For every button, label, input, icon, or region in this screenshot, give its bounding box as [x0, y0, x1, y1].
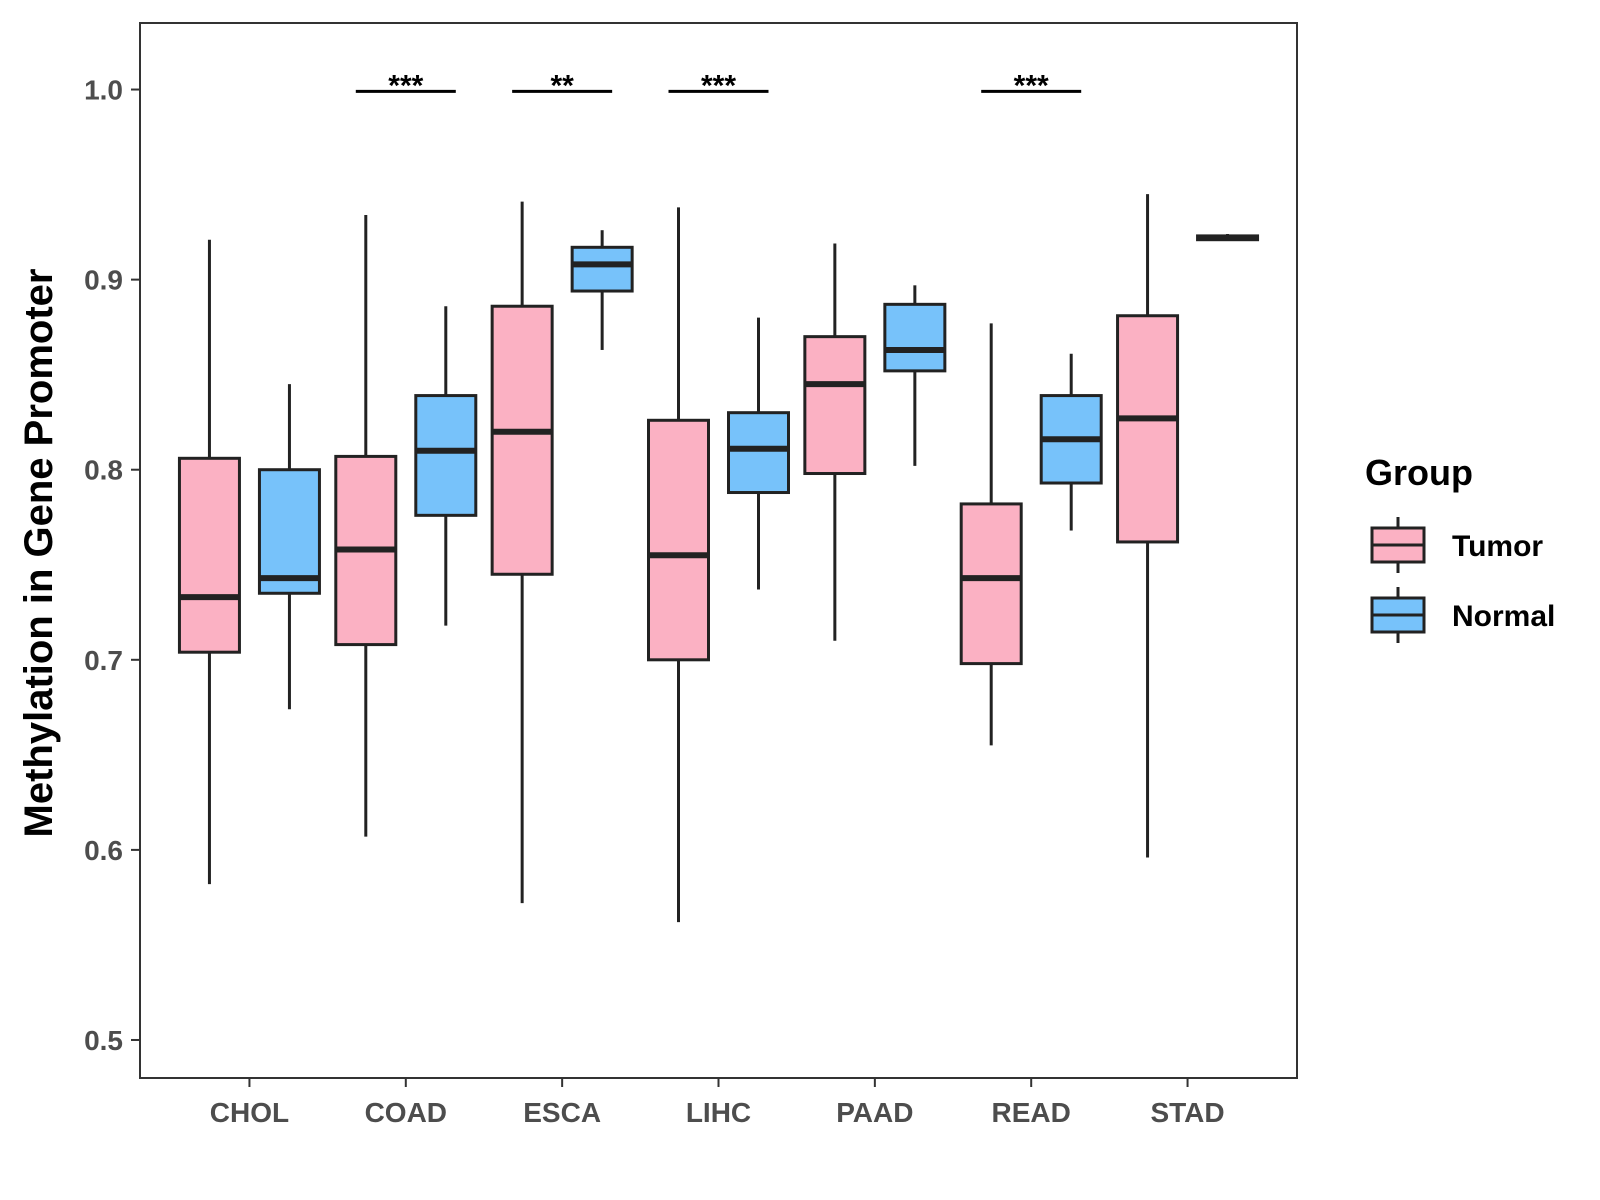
significance-annotations: *** ** *** *** — [355, 69, 1082, 102]
legend-entry-tumor: Tumor — [1370, 517, 1543, 573]
box-iqr — [490, 304, 554, 576]
box-normal-coad — [414, 306, 478, 626]
box-tumor-coad — [334, 214, 398, 837]
x-tick-label-read: READ — [992, 1097, 1071, 1128]
y-axis: 0.5 0.6 0.7 0.8 0.9 1.0 — [84, 75, 140, 1056]
significance-label: ** — [550, 69, 574, 102]
box-iqr — [1116, 314, 1180, 544]
x-axis: CHOL COAD ESCA LIHC PAAD READ STAD — [210, 1078, 1225, 1128]
significance-label: *** — [388, 69, 423, 102]
box-tumor-paad — [803, 243, 867, 641]
y-tick-label: 0.6 — [84, 835, 123, 866]
significance-esca: ** — [512, 69, 613, 102]
x-tick-label-esca: ESCA — [523, 1097, 601, 1128]
box-tumor-lihc — [647, 207, 710, 923]
y-tick-label: 1.0 — [84, 75, 123, 106]
box-iqr — [959, 502, 1023, 666]
box-iqr — [570, 245, 634, 293]
box-iqr — [803, 335, 867, 476]
box-iqr — [647, 418, 710, 662]
x-tick-label-stad: STAD — [1150, 1097, 1224, 1128]
panel-border — [139, 22, 1298, 1079]
significance-label: *** — [1014, 69, 1049, 102]
box-iqr — [177, 456, 241, 654]
box-normal-read — [1039, 353, 1103, 531]
legend: Group Tumor Normal — [1365, 452, 1555, 643]
legend-entry-normal: Normal — [1370, 587, 1555, 643]
y-axis-title: Methylation in Gene Promoter — [17, 269, 61, 838]
box-tumor-esca — [490, 201, 554, 904]
box-iqr — [414, 394, 478, 517]
box-iqr — [257, 468, 321, 595]
significance-coad: *** — [355, 69, 456, 102]
x-tick-label-lihc: LIHC — [686, 1097, 751, 1128]
significance-lihc: *** — [668, 69, 769, 102]
y-tick-label: 0.5 — [84, 1025, 123, 1056]
x-tick-label-paad: PAAD — [836, 1097, 913, 1128]
significance-read: *** — [981, 69, 1082, 102]
box-tumor-stad — [1116, 194, 1180, 858]
box-normal-paad — [883, 285, 947, 466]
box-iqr — [727, 411, 790, 495]
x-tick-label-coad: COAD — [365, 1097, 447, 1128]
box-normal-esca — [570, 230, 634, 350]
legend-title: Group — [1365, 452, 1473, 493]
significance-label: *** — [701, 69, 736, 102]
box-normal-lihc — [727, 317, 790, 590]
y-tick-label: 0.9 — [84, 265, 123, 296]
box-iqr — [883, 302, 947, 373]
legend-label-tumor: Tumor — [1452, 530, 1543, 563]
box-normal-stad — [1196, 234, 1260, 242]
legend-label-normal: Normal — [1452, 600, 1555, 633]
x-tick-label-chol: CHOL — [210, 1097, 289, 1128]
box-tumor-read — [959, 323, 1023, 746]
boxes-layer — [177, 194, 1260, 923]
box-tumor-chol — [177, 239, 241, 885]
y-tick-label: 0.7 — [84, 645, 123, 676]
y-tick-label: 0.8 — [84, 455, 123, 486]
box-normal-chol — [257, 384, 321, 710]
